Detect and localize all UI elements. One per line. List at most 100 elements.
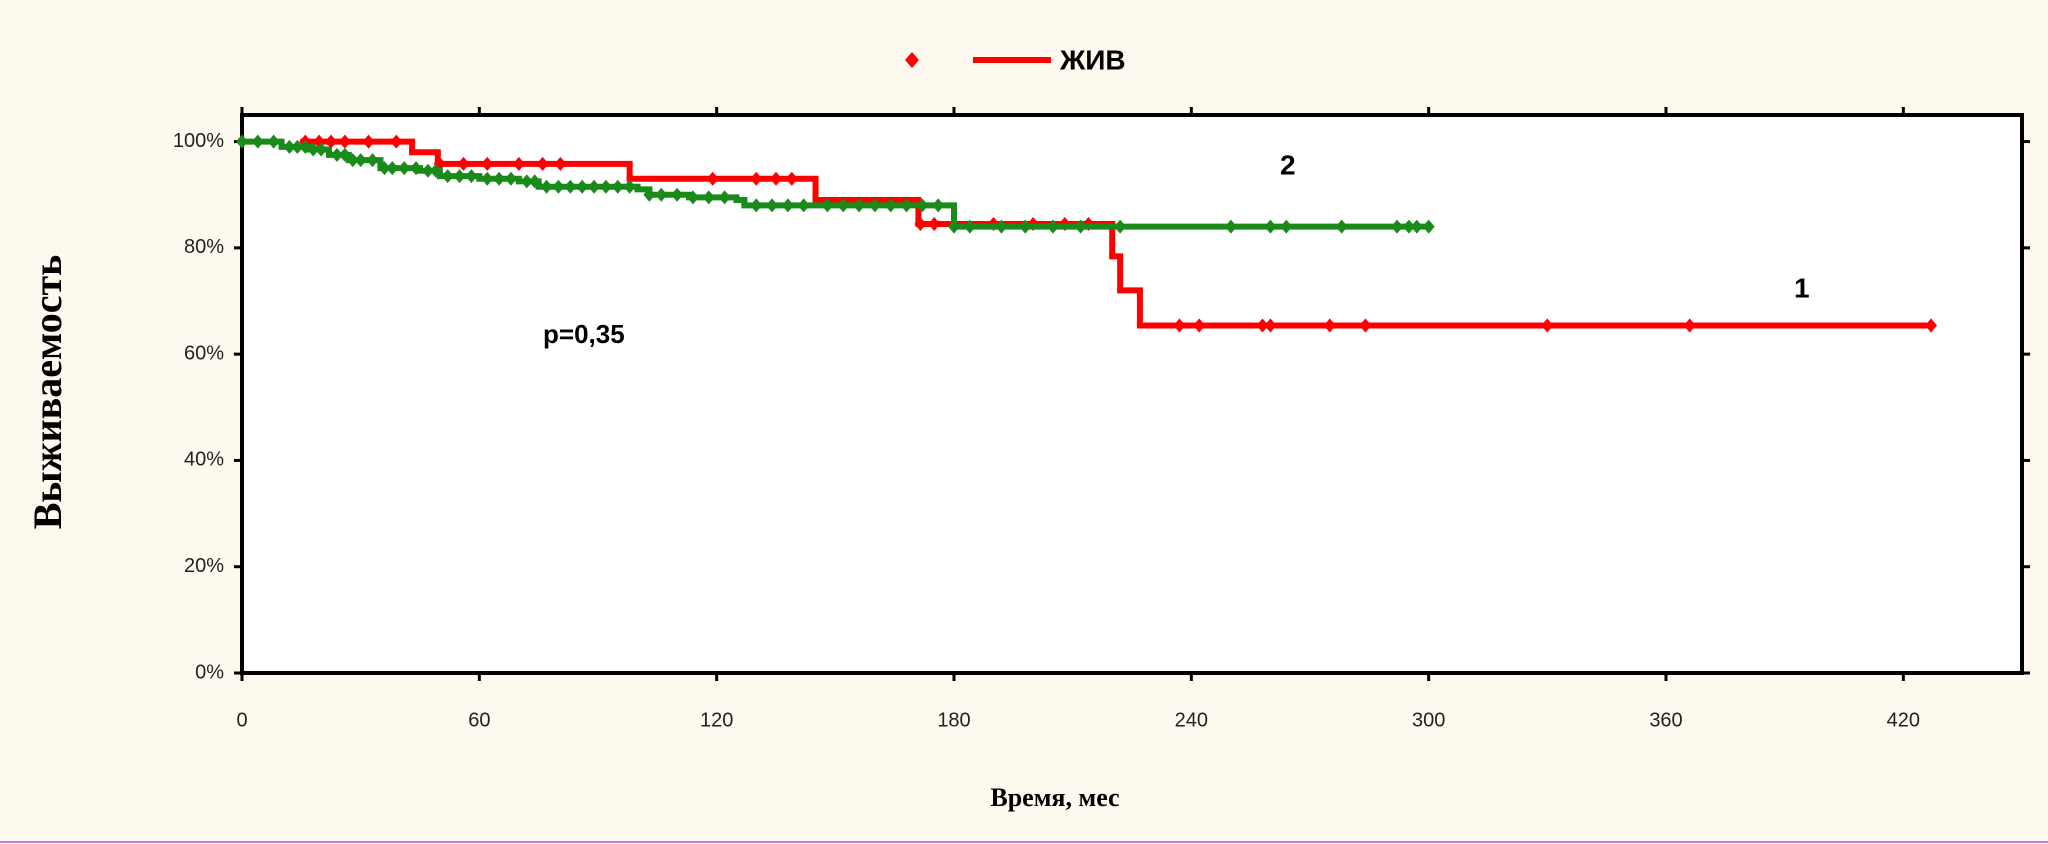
censor-mark [504, 171, 517, 186]
censor-mark [338, 134, 351, 149]
x-tick-label: 240 [1175, 709, 1208, 731]
censor-mark [421, 163, 434, 178]
censor-mark [750, 171, 763, 186]
censor-mark [325, 134, 337, 149]
annotation: p=0,35 [543, 319, 625, 349]
censor-mark [315, 142, 328, 157]
censor-mark [916, 198, 929, 213]
censor-mark [884, 198, 897, 213]
censor-mark [655, 187, 668, 202]
y-tick-label: 80% [184, 236, 224, 258]
censor-mark [1280, 219, 1293, 234]
censor-mark [963, 219, 976, 234]
censor-mark [671, 187, 684, 202]
censor-mark [354, 153, 367, 168]
censor-mark [398, 161, 411, 176]
censor-mark [1224, 219, 1237, 234]
censor-mark [441, 169, 454, 184]
censor-mark [1114, 219, 1127, 234]
series-label: 1 [1794, 272, 1810, 303]
censor-mark [900, 198, 913, 213]
censor-mark [706, 171, 719, 186]
censor-mark [512, 156, 525, 171]
censor-mark [1683, 318, 1696, 333]
censor-mark [390, 134, 403, 149]
censor-mark [1193, 318, 1206, 333]
censor-mark [481, 171, 494, 186]
censor-mark [948, 219, 960, 234]
censor-mark [386, 161, 399, 176]
censor-mark [1541, 318, 1554, 333]
x-axis-title: Время, мес [990, 783, 1119, 812]
censor-mark [552, 179, 565, 194]
censor-mark [1256, 318, 1269, 333]
y-axis-title: Выживаемость [25, 255, 70, 530]
censor-mark [770, 171, 782, 186]
x-tick-label: 420 [1887, 709, 1920, 731]
censor-mark [868, 198, 881, 213]
censor-mark [330, 147, 343, 162]
censor-mark [1074, 219, 1087, 234]
censor-mark [493, 171, 506, 186]
censor-mark [1019, 219, 1032, 234]
censor-mark [283, 139, 296, 154]
x-tick-label: 120 [700, 709, 733, 731]
censor-mark [995, 219, 1008, 234]
censor-mark [429, 163, 442, 178]
legend-marker [905, 52, 919, 68]
censor-mark [291, 139, 304, 154]
censor-mark [785, 171, 798, 186]
censor-mark [797, 198, 810, 213]
censor-mark [702, 190, 715, 205]
censor-mark [453, 169, 466, 184]
y-tick-label: 60% [184, 342, 224, 364]
censor-mark [236, 134, 248, 149]
legend-label: ЖИВ [1059, 44, 1126, 75]
censor-mark [540, 179, 553, 194]
censor-mark [536, 156, 549, 171]
censor-mark [307, 142, 320, 157]
censor-mark [338, 147, 351, 162]
censor-mark [378, 161, 391, 176]
censor-mark [1264, 219, 1277, 234]
censor-mark [837, 198, 850, 213]
censor-mark [928, 216, 941, 231]
censor-mark [528, 174, 541, 189]
x-tick-label: 60 [468, 709, 490, 731]
censor-mark [599, 179, 612, 194]
censor-mark [1335, 219, 1348, 234]
censor-mark [366, 153, 379, 168]
censor-mark [623, 179, 636, 194]
censor-mark [362, 134, 375, 149]
censor-mark [465, 169, 478, 184]
censor-mark [821, 198, 834, 213]
x-tick-label: 180 [937, 709, 970, 731]
censor-mark [1323, 318, 1336, 333]
censor-mark [853, 198, 866, 213]
censor-mark [410, 161, 423, 176]
censor-mark [766, 198, 779, 213]
censor-mark [588, 179, 601, 194]
censor-mark [643, 187, 656, 202]
censor-mark [1402, 219, 1415, 234]
series-label: 2 [1280, 149, 1296, 180]
censor-mark [914, 216, 927, 231]
censor-mark [750, 198, 763, 213]
censor-mark [1391, 219, 1404, 234]
censor-mark [576, 179, 589, 194]
y-tick-label: 0% [195, 661, 224, 683]
censor-mark [457, 156, 470, 171]
censor-mark [611, 179, 624, 194]
censor-mark [346, 153, 359, 168]
censor-mark [1925, 318, 1938, 333]
censor-mark [481, 156, 494, 171]
censor-mark [564, 179, 577, 194]
censor-mark [1422, 219, 1435, 234]
censor-mark [932, 198, 945, 213]
censor-mark [554, 156, 567, 171]
x-tick-label: 360 [1649, 709, 1682, 731]
censor-mark [686, 190, 699, 205]
censor-mark [1173, 318, 1186, 333]
y-tick-label: 100% [173, 130, 224, 152]
